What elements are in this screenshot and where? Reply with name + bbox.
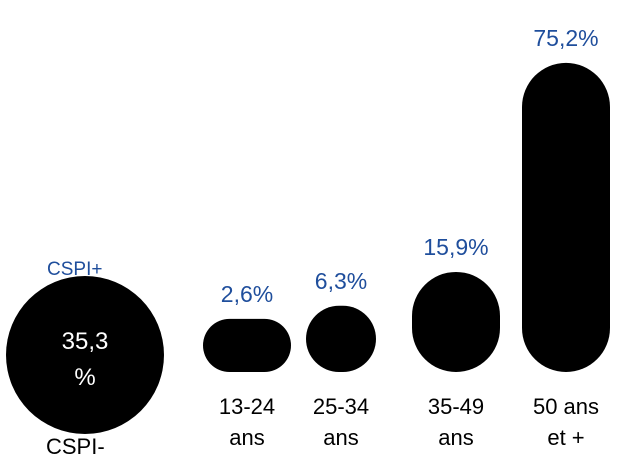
category-label-line: ans <box>229 424 265 450</box>
bar-value-label: 15,9% <box>423 233 489 260</box>
category-label-line: 50 ans <box>532 394 600 419</box>
category-label-line: et + <box>547 424 585 450</box>
category-label-line: 35-49 <box>427 394 485 419</box>
bar <box>306 305 376 372</box>
category-label: 35-49 ans <box>396 392 516 454</box>
bar-value-label: 75,2% <box>533 24 599 51</box>
cspi-value-unit: % <box>74 364 96 391</box>
bar-value-label: 6,3% <box>314 267 368 294</box>
bar <box>203 318 291 372</box>
bar <box>522 62 610 373</box>
cspi-summary-circle <box>6 276 164 434</box>
bar <box>412 271 500 372</box>
category-label: 25-34 ans <box>281 392 401 454</box>
cspi-minus-label: CSPI- <box>46 434 105 459</box>
category-label-line: 25-34 <box>312 394 370 419</box>
category-label-line: 13-24 <box>218 394 276 419</box>
cspi-plus-label: CSPI+ <box>47 259 103 280</box>
category-label: 50 ans et + <box>506 392 626 454</box>
cspi-summary-value: 35,3 % <box>35 324 135 396</box>
bar-value-label: 2,6% <box>220 280 274 307</box>
category-label-line: ans <box>323 424 359 450</box>
category-label-line: ans <box>438 424 474 450</box>
age-bar-chart <box>6 62 610 434</box>
category-label: 13-24 ans <box>187 392 307 454</box>
cspi-value-number: 35,3 <box>61 328 109 355</box>
